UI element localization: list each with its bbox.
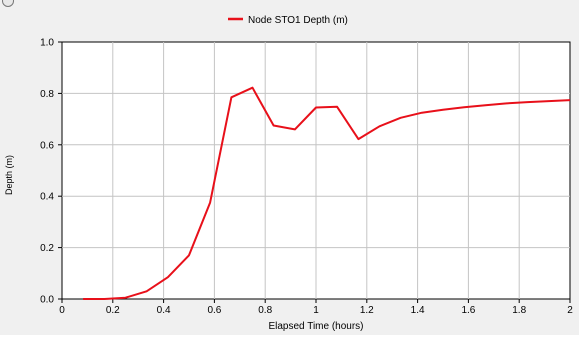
legend-label: Node STO1 Depth (m) — [248, 15, 348, 26]
grid-lines — [62, 42, 570, 299]
axis-ticks — [58, 41, 571, 303]
x-tick-label: 0.2 — [106, 305, 120, 316]
y-tick-label: 0.8 — [40, 89, 54, 100]
x-tick-label: 0.4 — [157, 305, 171, 316]
series-line-node-sto1-depth — [83, 86, 571, 300]
x-tick-label: 1.8 — [512, 305, 526, 316]
x-tick-label: 1.4 — [411, 305, 425, 316]
y-tick-label: 0.0 — [40, 295, 54, 306]
x-tick-label: 0 — [59, 305, 65, 316]
y-tick-label: 1.0 — [40, 38, 54, 49]
x-tick-labels: 0 0.2 0.4 0.6 0.8 1 1.2 1.4 1.6 1.8 2 — [59, 305, 573, 316]
x-tick-label: 1 — [313, 305, 319, 316]
x-tick-label: 1.6 — [461, 305, 475, 316]
y-tick-label: 0.6 — [40, 140, 54, 151]
y-tick-labels: 0.0 0.2 0.4 0.6 0.8 1.0 — [40, 38, 54, 306]
legend: Node STO1 Depth (m) — [228, 15, 348, 26]
x-tick-label: 0.6 — [207, 305, 221, 316]
y-tick-label: 0.4 — [40, 192, 54, 203]
y-tick-label: 0.2 — [40, 243, 54, 254]
x-tick-label: 2 — [567, 305, 573, 316]
x-tick-label: 1.2 — [360, 305, 374, 316]
x-tick-label: 0.8 — [258, 305, 272, 316]
x-axis-label: Elapsed Time (hours) — [268, 321, 363, 332]
y-axis-label: Depth (m) — [4, 155, 14, 195]
